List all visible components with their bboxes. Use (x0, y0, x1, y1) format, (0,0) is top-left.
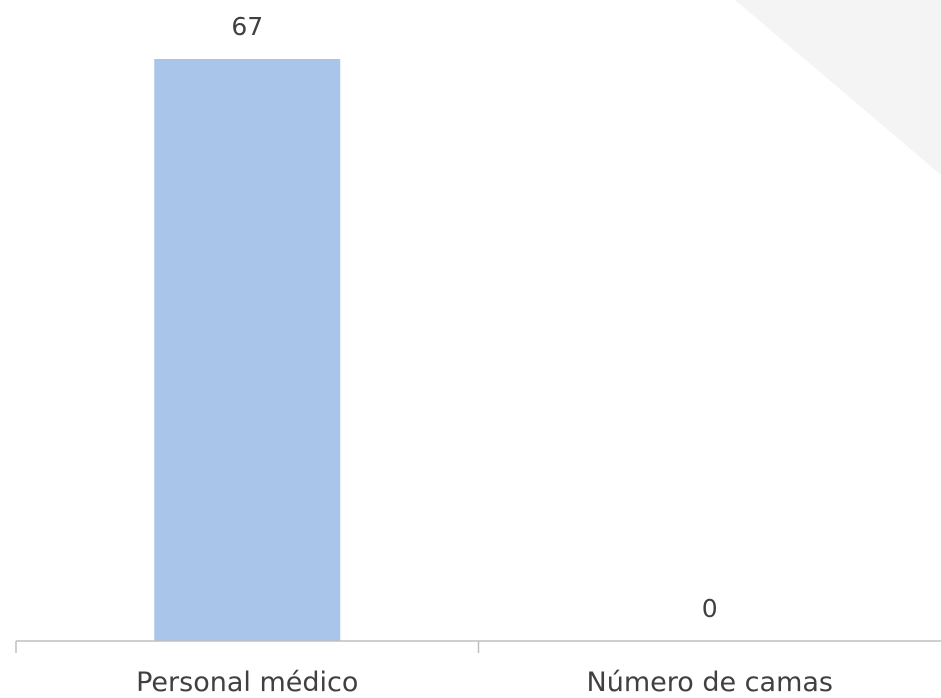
background-watermark-shape (735, 0, 941, 175)
data-label-2: 0 (702, 594, 718, 623)
bar-1 (154, 59, 341, 641)
x-tick-label-1: Personal médico (136, 667, 358, 698)
x-tick-label-2: Número de camas (587, 667, 833, 698)
data-label-1: 67 (231, 12, 263, 41)
